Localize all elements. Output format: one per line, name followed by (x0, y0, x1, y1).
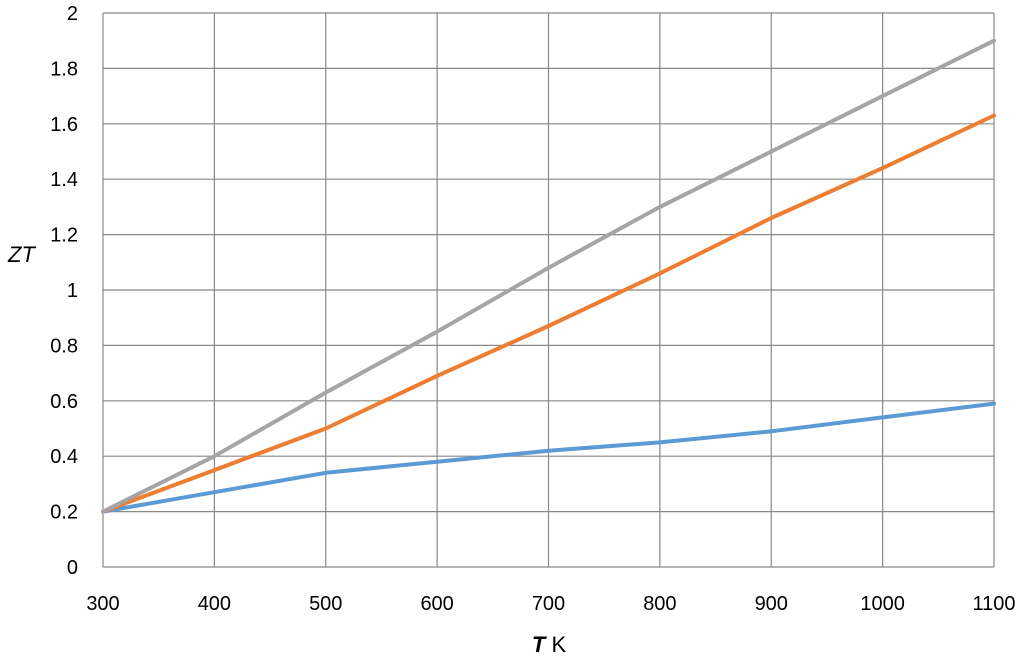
y-tick-label: 1.8 (50, 58, 78, 80)
y-axis-title: ZT (7, 242, 36, 267)
x-tick-label: 1000 (860, 593, 905, 615)
series-line-2 (101, 113, 996, 514)
y-tick-label: 1.2 (50, 225, 78, 247)
x-tick-label: 400 (198, 593, 231, 615)
y-tick-label: 0.8 (50, 335, 78, 357)
grid-lines (102, 12, 995, 568)
y-tick-label: 1.4 (50, 169, 78, 191)
y-tick-label: 0 (67, 557, 78, 579)
series-line-3 (101, 38, 996, 514)
y-tick-label: 0.4 (50, 446, 78, 468)
x-tick-label: 300 (86, 593, 119, 615)
x-tick-label: 900 (755, 593, 788, 615)
x-tick-label: 700 (532, 593, 565, 615)
y-tick-labels: 0 0.2 0.4 0.6 0.8 1 1.2 1.4 1.6 1.8 2 (50, 3, 78, 579)
y-tick-label: 0.2 (50, 502, 78, 524)
series-line-1 (101, 401, 996, 514)
series-lines (101, 38, 996, 514)
y-tick-label: 2 (67, 3, 78, 25)
x-tick-labels: 300 400 500 600 700 800 900 1000 1100 (86, 593, 1015, 615)
x-tick-label: 600 (420, 593, 453, 615)
x-tick-label: 1100 (972, 593, 1015, 615)
x-axis-variable: T (532, 632, 547, 657)
y-tick-label: 0.6 (50, 391, 78, 413)
y-tick-label: 1 (67, 280, 78, 302)
x-axis-title: T K (532, 632, 567, 657)
x-tick-label: 800 (643, 593, 676, 615)
y-tick-label: 1.6 (50, 114, 78, 136)
x-axis-unit: K (545, 632, 566, 657)
x-tick-label: 500 (309, 593, 342, 615)
